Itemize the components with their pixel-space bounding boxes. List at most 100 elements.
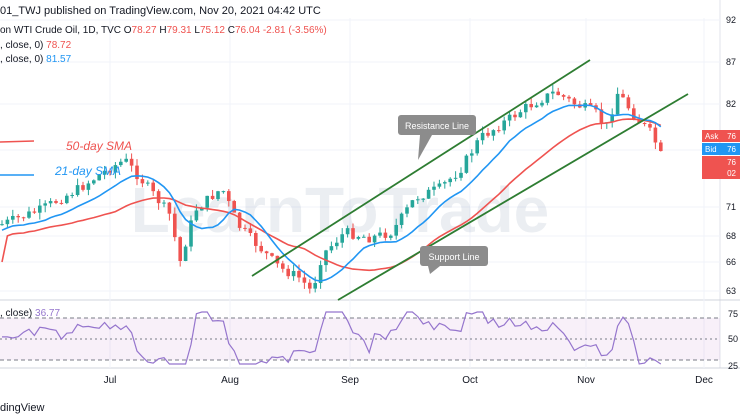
candle-body <box>297 271 301 278</box>
price-axis[interactable]: 92 87 82 76 71 68 66 63 <box>726 15 736 296</box>
support-callout-box <box>420 246 488 266</box>
candle-body <box>410 200 415 208</box>
support-callout[interactable]: Support Line <box>420 246 488 274</box>
symbol-ohlc-line: on WTI Crude Oil, 1D, TVC O78.27 H79.31 … <box>0 25 327 36</box>
candle-body <box>210 195 215 199</box>
candle-body <box>561 95 566 97</box>
candle-body <box>119 161 123 166</box>
price-tick-label: 68 <box>726 231 736 241</box>
candle-body <box>405 207 409 214</box>
price-badge-value: 76 <box>727 158 736 167</box>
time-axis[interactable]: Jul Aug Sep Oct Nov Dec <box>104 375 713 386</box>
candle-body <box>65 195 69 204</box>
candle-body <box>464 155 469 173</box>
price-badges: Ask 76 Bid 76 76 02 <box>702 130 740 179</box>
high-value: 79.31 <box>166 25 192 36</box>
time-tick-label: Nov <box>577 375 595 386</box>
candle-body <box>183 246 188 261</box>
close-value: 76.04 <box>235 25 261 36</box>
candle-body <box>92 180 96 184</box>
candle-body <box>632 108 636 120</box>
candle-body <box>421 198 425 200</box>
footer-brand: dingView <box>0 402 45 414</box>
candle-body <box>281 263 285 269</box>
candle-body <box>367 236 371 243</box>
candle-body <box>216 191 220 199</box>
candle-body <box>378 232 382 236</box>
resistance-line[interactable] <box>251 59 591 277</box>
candle-body <box>124 158 128 162</box>
sma-21-legend-value: 81.57 <box>46 54 72 65</box>
price-tick-label: 87 <box>726 57 736 67</box>
price-badge-value: 76 <box>727 132 736 141</box>
rsi-tick-label: 75 <box>728 309 738 319</box>
candle-body <box>345 228 350 235</box>
rsi-pane <box>0 302 720 368</box>
candle-body <box>5 219 10 225</box>
candle-body <box>156 191 161 204</box>
candle-body <box>356 236 361 239</box>
price-tick-label: 92 <box>726 15 736 25</box>
candle-body <box>308 282 312 289</box>
candle-body <box>232 201 236 213</box>
candle-body <box>270 253 274 256</box>
candle-body <box>524 103 528 113</box>
sma-50-legend[interactable]: , close, 0) 78.72 <box>0 40 71 51</box>
candle-body <box>227 191 231 202</box>
open-value: 78.27 <box>131 25 157 36</box>
candle-body <box>459 172 463 178</box>
candle-body <box>291 271 296 277</box>
sma-21-annotation: 21-day SMA <box>54 164 121 178</box>
resistance-callout[interactable]: Resistance Line <box>398 115 476 160</box>
candle-body <box>27 211 31 218</box>
candle-body <box>362 236 366 238</box>
candle-body <box>254 233 258 246</box>
rsi-legend[interactable]: , close) 36.77 <box>0 308 60 319</box>
price-tick-label: 82 <box>726 99 736 109</box>
price-badge-value: 76 <box>727 145 736 154</box>
candle-body <box>75 185 80 196</box>
candle-body <box>610 114 614 123</box>
sma-50-legend-label: , close, 0) <box>0 40 44 51</box>
candle-body <box>389 235 393 238</box>
candle-body <box>248 228 253 234</box>
candle-body <box>173 213 177 238</box>
sma-50-line[interactable] <box>1 118 662 272</box>
sma-21-line[interactable] <box>1 104 662 282</box>
candle-body <box>108 170 112 173</box>
candle-body <box>146 182 150 184</box>
price-tick-label: 71 <box>726 202 736 212</box>
sma-50-legend-line <box>0 140 35 143</box>
price-tick-label: 66 <box>726 257 736 267</box>
time-tick-label: Dec <box>695 375 713 386</box>
sma-21-legend[interactable]: , close, 0) 81.57 <box>0 54 71 65</box>
resistance-callout-label: Resistance Line <box>405 121 469 131</box>
resistance-callout-pointer <box>418 135 432 160</box>
candle-body <box>626 97 631 109</box>
candle-body <box>648 124 652 128</box>
time-tick-label: Sep <box>341 375 359 386</box>
rsi-legend-value: 36.77 <box>35 308 61 319</box>
candle-body <box>437 183 442 187</box>
price-badge-box <box>702 167 740 179</box>
rsi-axis[interactable]: 75 50 25 <box>728 309 738 371</box>
candle-body <box>599 109 604 124</box>
candle-body <box>556 91 560 96</box>
candle-body <box>102 170 107 175</box>
candle-body <box>205 195 209 208</box>
candle-body <box>237 212 242 228</box>
candle-body <box>426 189 431 199</box>
rsi-line[interactable] <box>2 311 662 365</box>
support-line[interactable] <box>337 93 689 301</box>
candle-body <box>264 251 269 254</box>
candle-body <box>572 98 577 105</box>
candle-body <box>502 120 506 131</box>
price-tick-label: 63 <box>726 286 736 296</box>
candle-body <box>372 235 377 243</box>
time-tick-label: Jul <box>104 375 117 386</box>
candle-body <box>497 130 501 132</box>
candle-body <box>200 207 204 211</box>
candle-body <box>340 234 344 243</box>
candle-body <box>518 112 523 118</box>
